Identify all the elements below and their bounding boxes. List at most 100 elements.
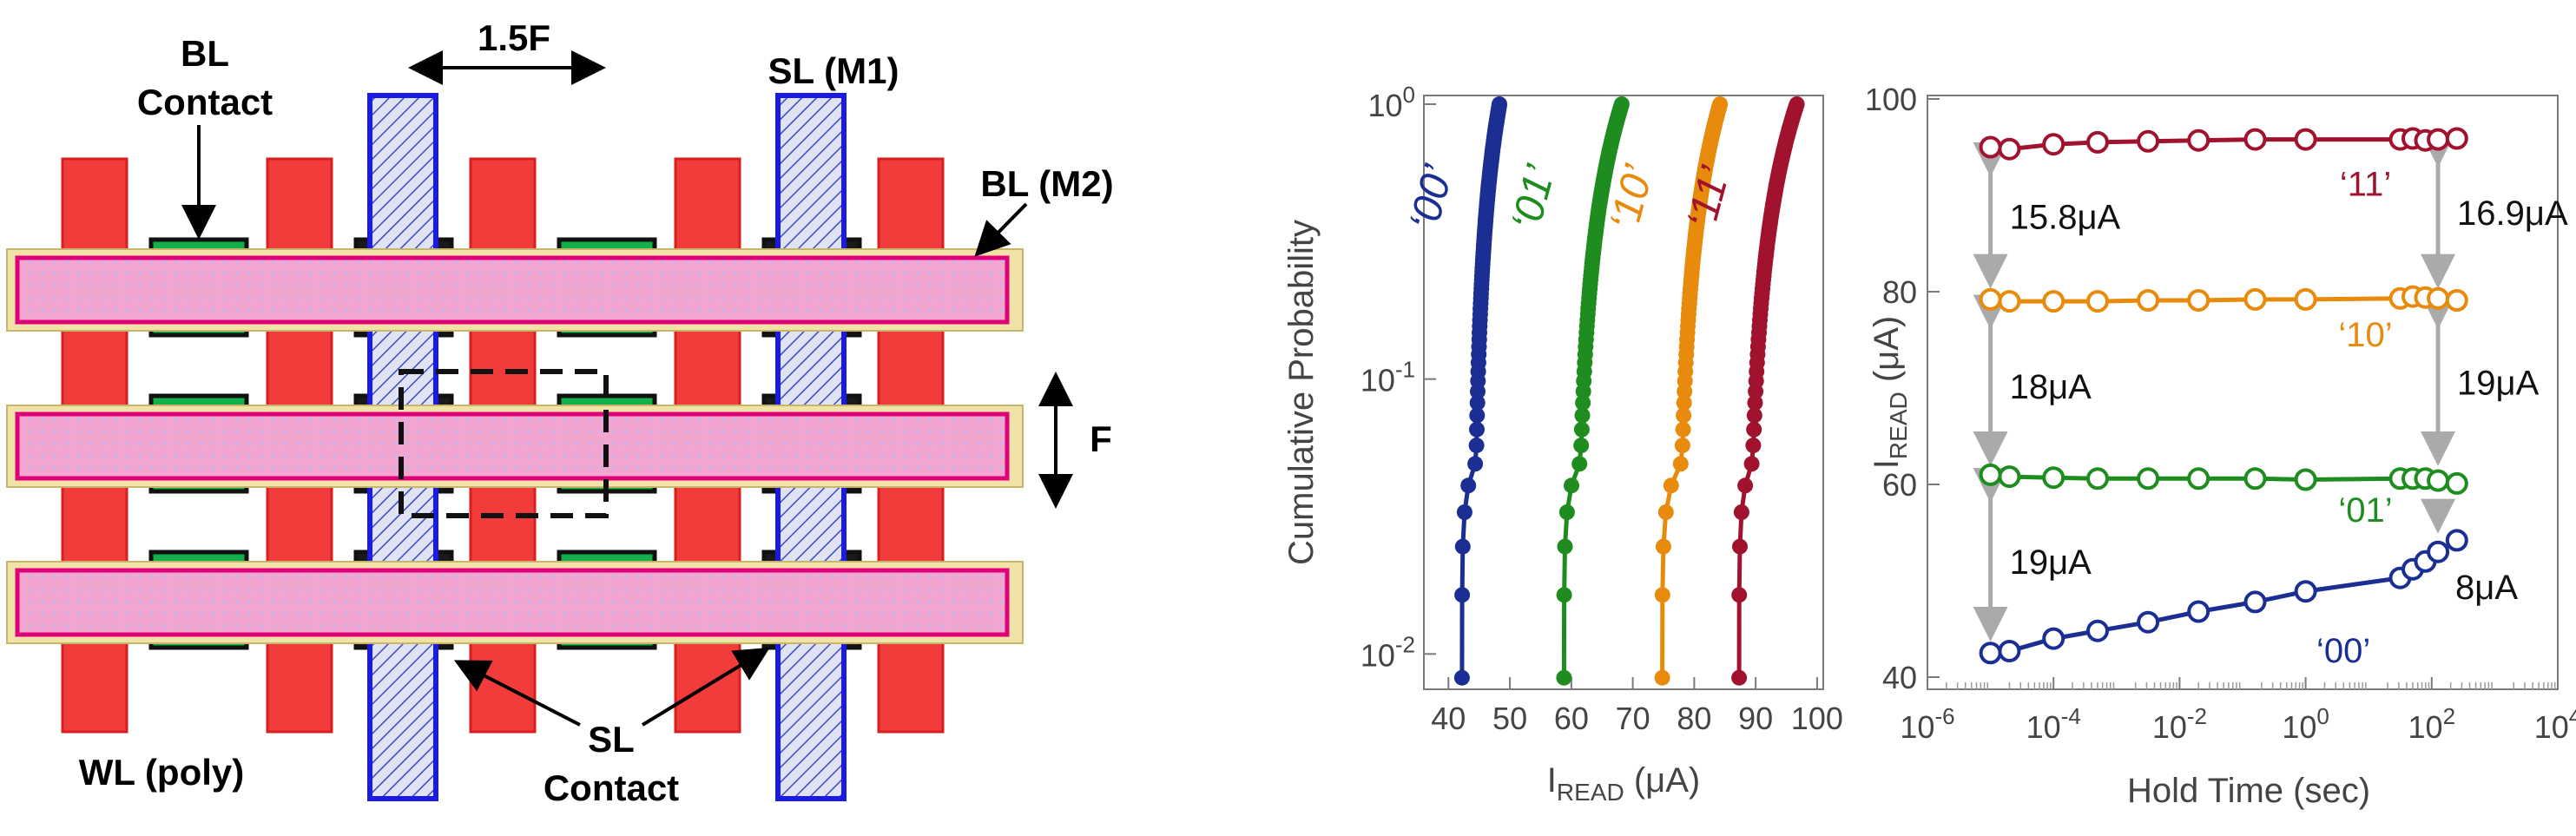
- hold-data-point: [2445, 471, 2468, 495]
- cdf-x-tick-label: 100: [1791, 701, 1843, 736]
- hold-series-label: ‘11’: [2340, 166, 2391, 204]
- hold-data-point: [2086, 130, 2109, 154]
- cdf-series-2: ‘10’: [1601, 96, 1729, 686]
- cdf-data-point: [1731, 669, 1748, 686]
- hold-data-point: [2042, 466, 2065, 490]
- cdf-data-point: [1469, 395, 1486, 411]
- cdf-data-point: [1672, 456, 1689, 472]
- hold-x-axis-label: Hold Time (sec): [2127, 772, 2370, 810]
- cdf-x-tick-label: 50: [1492, 701, 1527, 736]
- cdf-data-point: [1454, 538, 1471, 555]
- hold-gap-label-right: 16.9μA: [2457, 194, 2568, 233]
- cdf-data-point: [1663, 477, 1679, 494]
- hold-data-point: [2243, 467, 2267, 490]
- hold-series: ‘11’ ‘10’ ‘01’ ‘00’: [1979, 127, 2468, 670]
- hold-y-tick-label: 100: [1865, 82, 1917, 117]
- bitline-m2-bars: [6, 248, 1024, 644]
- cdf-y-tick-label: 100: [1367, 82, 1415, 123]
- hold-series-label: ‘10’: [2338, 316, 2392, 354]
- hold-plot-frame: [1927, 95, 2559, 690]
- hold-gap-label-left: 15.8μA: [2010, 199, 2121, 237]
- hold-data-point: [2137, 129, 2160, 153]
- hold-data-point: [2294, 287, 2317, 311]
- cdf-data-point: [1469, 407, 1486, 424]
- cdf-data-point: [1731, 587, 1748, 603]
- cdf-data-point: [1575, 395, 1591, 411]
- hold-data-point: [2243, 287, 2267, 311]
- hold-gap-label-right: 8μA: [2455, 569, 2518, 607]
- cdf-data-point: [1453, 669, 1470, 686]
- hold-data-point: [2294, 128, 2317, 151]
- hold-data-point: [2445, 127, 2468, 150]
- cdf-data-point: [1712, 96, 1729, 112]
- cdf-series: ‘00’ ‘01’ ‘10’ ‘11’: [1401, 96, 1805, 686]
- sl-contact-label-1: SL: [588, 719, 635, 760]
- hold-data-point: [1979, 642, 2002, 665]
- hold-data-point: [2187, 600, 2210, 623]
- cdf-data-point: [1558, 504, 1575, 520]
- hold-data-point: [2243, 128, 2267, 151]
- cdf-data-point: [1746, 421, 1762, 438]
- hold-data-point: [2445, 289, 2468, 312]
- cdf-data-point: [1789, 96, 1805, 112]
- cdf-series-0: ‘00’: [1401, 96, 1507, 686]
- bl-m2-label: BL (M2): [980, 163, 1113, 204]
- sl-contact-arrow-right: [641, 647, 770, 727]
- hold-data-point: [1998, 290, 2021, 313]
- hold-gap-arrows: 15.8μA 18μA 19μA 16.9μA 19μA 8μA: [1973, 132, 2568, 642]
- hold-series-2: ‘01’: [1979, 463, 2468, 530]
- cdf-data-point: [1574, 407, 1591, 424]
- hold-y-tick-label: 80: [1882, 274, 1917, 310]
- hold-data-point: [2427, 540, 2450, 563]
- hold-x-tick-label: 102: [2408, 703, 2456, 745]
- hold-series-label: ‘00’: [2316, 632, 2370, 670]
- cdf-data-point: [1460, 477, 1477, 494]
- cdf-data-point: [1469, 421, 1485, 438]
- bl-m2-arrow: [974, 202, 1028, 257]
- hold-data-point: [2137, 289, 2160, 312]
- cdf-data-point: [1676, 395, 1692, 411]
- hold-x-tick-label: 10-2: [2152, 703, 2207, 745]
- cdf-data-point: [1747, 395, 1763, 411]
- hold-data-point: [2042, 290, 2065, 313]
- hold-data-point: [2137, 610, 2160, 634]
- hold-axis-ticks: 40 60 80 100 10-6 10-4 10-2 100 102 104: [1865, 82, 2576, 745]
- cdf-chart: 40 50 60 70 80 90 100 100 10-1 10-2 ‘00’ ‘01’ ‘10’ ‘…: [1282, 82, 1843, 806]
- hold-gap-label-left: 19μA: [2010, 543, 2092, 582]
- cdf-data-point: [1454, 587, 1471, 603]
- cdf-data-point: [1573, 438, 1590, 454]
- hold-data-point: [1998, 137, 2021, 161]
- hold-gap-label-left: 18μA: [2010, 368, 2092, 406]
- cdf-data-point: [1556, 587, 1572, 603]
- cdf-data-point: [1675, 421, 1691, 438]
- hold-data-point: [2086, 619, 2109, 642]
- hold-data-point: [2042, 133, 2065, 156]
- bl-contact-label-2: Contact: [137, 82, 273, 122]
- wl-poly-label: WL (poly): [79, 752, 245, 793]
- hold-data-point: [2042, 627, 2065, 650]
- cdf-data-point: [1654, 587, 1670, 603]
- cdf-plot-frame: [1423, 95, 1824, 690]
- hold-y-tick-label: 40: [1882, 660, 1917, 695]
- cdf-data-point: [1676, 407, 1692, 424]
- cdf-data-point: [1573, 421, 1590, 438]
- cell-layout-diagram: BL Contact 1.5F SL (M1) BL (M2) F WL (po…: [6, 17, 1114, 808]
- hold-data-point: [1998, 465, 2021, 489]
- cdf-y-tick-label: 10-1: [1360, 357, 1415, 398]
- cdf-series-1: ‘01’: [1503, 96, 1630, 686]
- cdf-series-3: ‘11’: [1678, 96, 1805, 686]
- hold-y-axis-label: IREAD (μA): [1868, 316, 1912, 469]
- cdf-data-point: [1556, 669, 1572, 686]
- cdf-axis-ticks: 40 50 60 70 80 90 100 100 10-1 10-2: [1360, 82, 1843, 736]
- cdf-data-point: [1674, 438, 1690, 454]
- cdf-data-point: [1745, 438, 1762, 454]
- hold-data-point: [1979, 287, 2002, 311]
- hold-data-point: [1979, 135, 2002, 159]
- cdf-x-tick-label: 40: [1431, 701, 1466, 736]
- cdf-data-point: [1737, 477, 1754, 494]
- unit-cell-outline: [399, 369, 609, 518]
- hold-data-point: [1979, 463, 2002, 486]
- cdf-data-point: [1564, 477, 1579, 494]
- cdf-data-point: [1571, 456, 1588, 472]
